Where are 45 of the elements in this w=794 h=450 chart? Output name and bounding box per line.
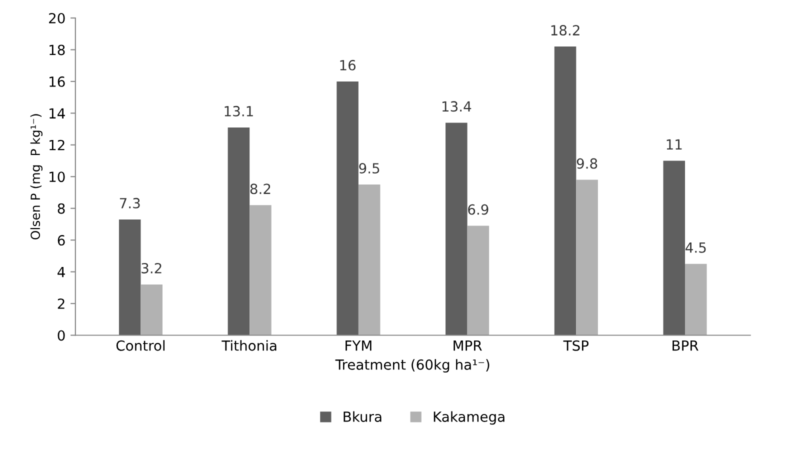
x-tick-label: Control <box>116 340 165 351</box>
bar <box>467 226 490 336</box>
y-tick-label: 4 <box>58 266 65 278</box>
bar <box>118 219 141 336</box>
bar <box>554 46 576 336</box>
bar <box>228 127 250 336</box>
x-tick-label: Tithonia <box>222 340 276 351</box>
bar <box>685 264 707 336</box>
bar <box>336 81 358 336</box>
bar <box>140 284 163 336</box>
bar <box>663 160 686 336</box>
data-label: 13.4 <box>442 101 472 112</box>
bar <box>576 180 598 336</box>
data-label: 18.2 <box>551 25 580 36</box>
y-tick-label: 18 <box>50 44 65 56</box>
data-label: 3.2 <box>142 262 162 274</box>
legend-label: Bkura <box>344 411 382 422</box>
data-label: 7.3 <box>120 198 140 208</box>
x-axis-title: Treatment (60kg ha¹⁻) <box>335 359 490 373</box>
y-tick-label: 12 <box>50 140 64 150</box>
y-tick-label: 6 <box>58 235 65 246</box>
legend-label: Kakamega <box>434 411 504 425</box>
y-tick-label: 10 <box>50 172 65 182</box>
data-label: 11 <box>666 139 682 150</box>
data-label: 6.9 <box>468 204 488 215</box>
data-label: 9.8 <box>576 158 598 169</box>
y-tick-label: 0 <box>58 330 65 341</box>
data-label: 4.5 <box>686 242 706 253</box>
y-tick-label: 16 <box>50 76 65 87</box>
y-tick-label: 8 <box>58 203 65 214</box>
x-tick-label: TSP <box>563 340 589 351</box>
data-label: 8.2 <box>250 184 270 194</box>
y-tick-label: 20 <box>49 12 65 24</box>
y-axis-title: Olsen P (mg P kg¹⁻) <box>30 114 42 240</box>
x-tick-label: MPR <box>454 340 482 351</box>
data-label: 13.1 <box>224 106 253 116</box>
x-tick-label: FYM <box>346 340 372 351</box>
data-label: 9.5 <box>359 163 380 174</box>
bar <box>250 205 272 336</box>
data-label: 16 <box>340 60 356 70</box>
bar <box>446 122 468 336</box>
x-tick-label: BPR <box>672 340 698 351</box>
y-tick-label: 14 <box>50 108 65 118</box>
bar <box>358 184 380 336</box>
y-tick-label: 2 <box>58 298 64 309</box>
